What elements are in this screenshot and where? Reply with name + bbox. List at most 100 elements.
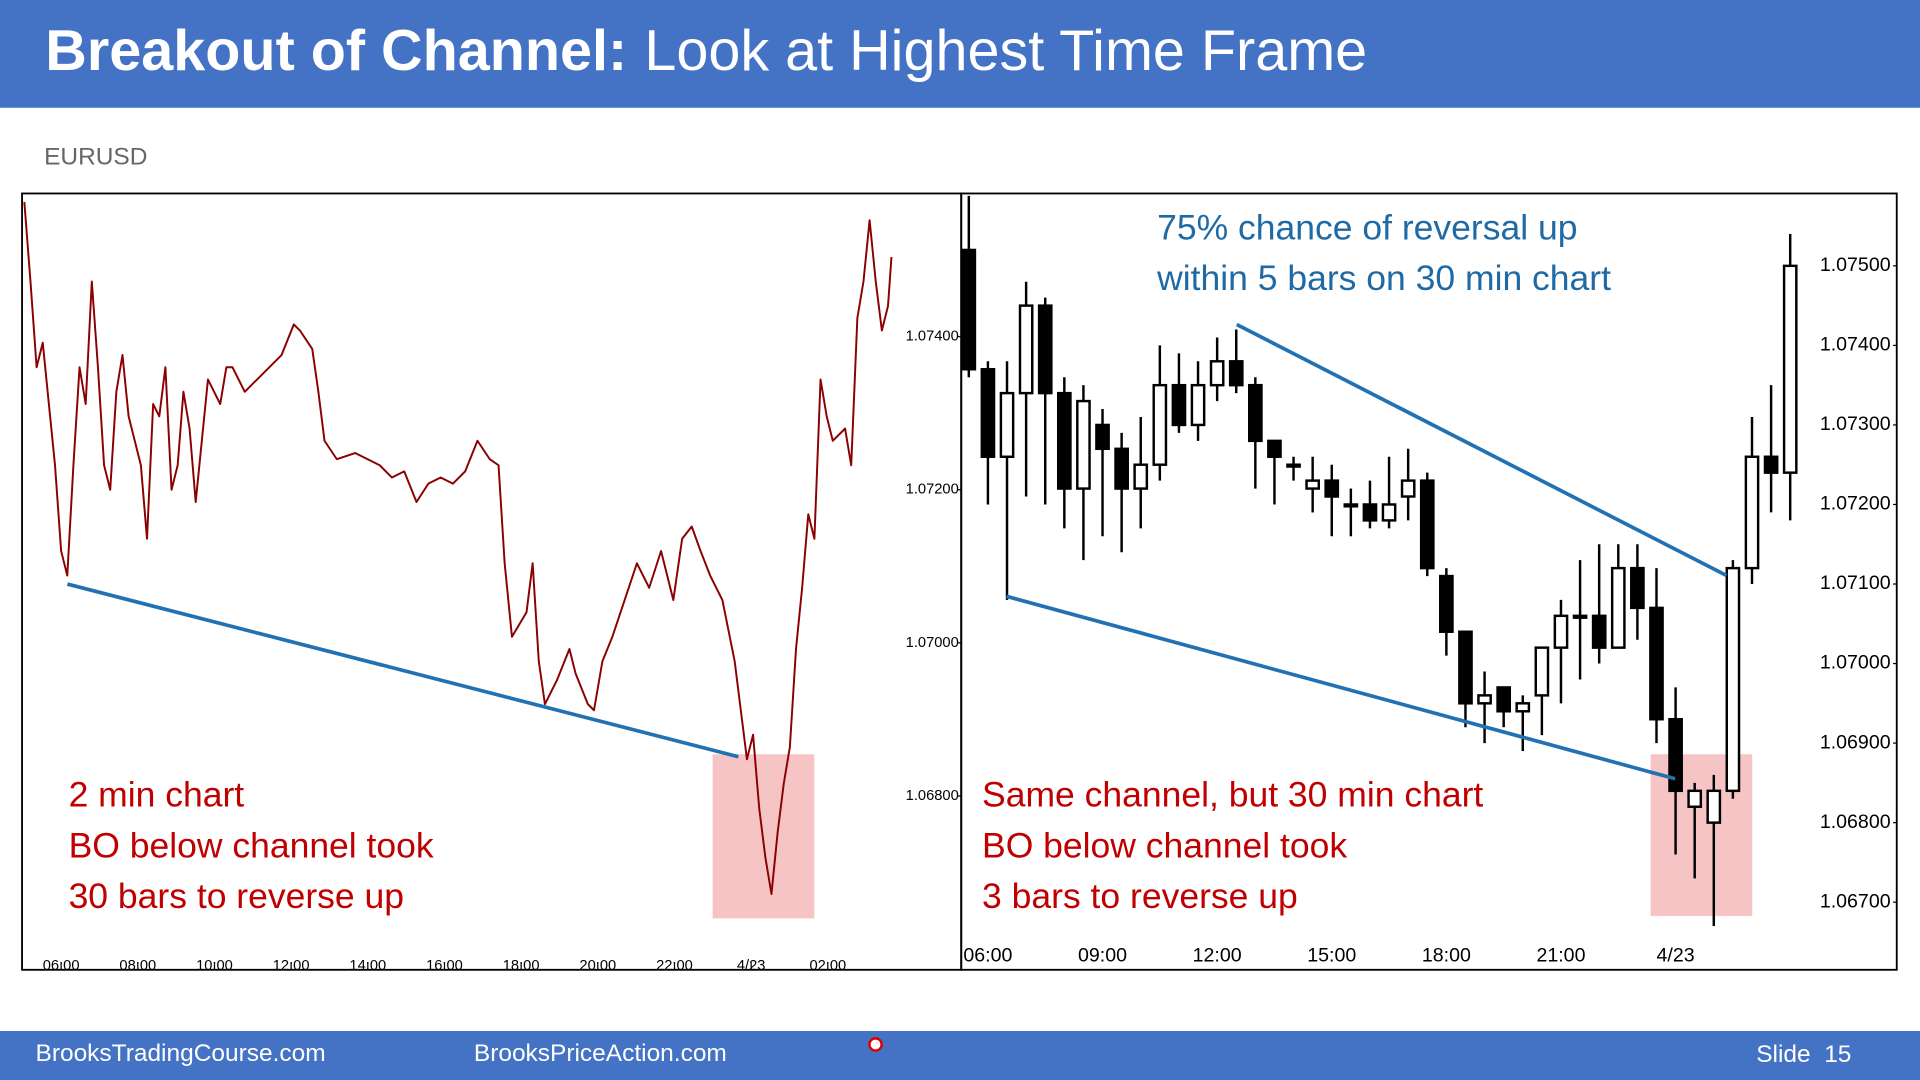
x-tick-label: 14:00 <box>349 958 386 974</box>
x-tick-label: 21:00 <box>1536 944 1585 966</box>
candle-body <box>1056 391 1072 490</box>
x-tick-label: 12:00 <box>1193 944 1242 966</box>
x-tick-label: 08:00 <box>119 958 156 974</box>
candle-body <box>1190 383 1206 427</box>
candle-body <box>980 368 996 458</box>
price-line <box>23 201 893 895</box>
candle-body <box>1152 383 1168 466</box>
candle-body <box>1725 566 1741 793</box>
candle-body <box>1439 574 1454 633</box>
candle-body <box>1209 360 1225 387</box>
candle-body <box>1782 264 1798 474</box>
y-tick-label: 1.07200 <box>1820 493 1891 515</box>
candle-body <box>1744 455 1760 570</box>
x-tick-label: 06:00 <box>43 958 80 974</box>
candle-body <box>1037 304 1053 395</box>
candle-body <box>1095 423 1110 451</box>
annotation: 2 min chart <box>69 775 245 815</box>
title-rest: Look at Highest Time Frame <box>644 19 1367 83</box>
candle-body <box>1610 566 1626 649</box>
y-tick-label: 1.07000 <box>1820 652 1891 674</box>
candle-body <box>1649 606 1664 721</box>
candle-body <box>1171 383 1187 427</box>
candle-body <box>1534 646 1550 697</box>
candle-body <box>1076 399 1091 490</box>
annotation: 30 bars to reverse up <box>69 876 404 916</box>
x-tick-label: 22:00 <box>656 958 693 974</box>
candle-body <box>1706 789 1722 824</box>
trendline <box>66 582 739 759</box>
candle-body <box>1668 718 1683 793</box>
candle-body <box>1630 566 1645 610</box>
trendline <box>1235 322 1728 578</box>
x-tick-label: 18:00 <box>1422 944 1471 966</box>
candle-body <box>1133 463 1149 490</box>
annotation: 3 bars to reverse up <box>982 876 1298 916</box>
candle-body <box>1343 503 1359 508</box>
slide-number: Slide 15 <box>1756 1041 1851 1068</box>
chart-frame <box>960 192 1898 971</box>
candle-body <box>1018 304 1034 395</box>
candle-body <box>1267 439 1282 458</box>
candle-body <box>1687 789 1703 808</box>
candle-body <box>1591 614 1607 649</box>
candle-body <box>1381 503 1397 522</box>
candle-body <box>1553 614 1569 649</box>
y-tick-label: 1.07100 <box>1820 572 1891 594</box>
y-tick-label: 1.07500 <box>1820 254 1891 276</box>
cursor-dot <box>868 1037 883 1052</box>
x-tick-label: 10:00 <box>196 958 233 974</box>
x-tick-label: 16:00 <box>426 958 463 974</box>
y-tick-label: 1.07200 <box>906 482 959 498</box>
x-tick-label: 02:00 <box>809 958 846 974</box>
candle-body <box>1305 479 1320 490</box>
x-tick-label: 4/23 <box>1657 944 1695 966</box>
footer-link: BrooksTradingCourse.com <box>36 1040 326 1067</box>
candle-body <box>1286 463 1301 468</box>
candle-body <box>1515 702 1531 713</box>
annotation: Same channel, but 30 min chart <box>982 775 1483 815</box>
candle-body <box>1400 479 1416 498</box>
x-tick-label: 06:00 <box>963 944 1012 966</box>
y-tick-label: 1.07400 <box>906 329 959 345</box>
y-tick-label: 1.06700 <box>1820 890 1891 912</box>
candle-body <box>1477 694 1492 705</box>
candle-body <box>1496 686 1512 713</box>
y-tick-label: 1.07400 <box>1820 334 1891 356</box>
footer-link: BrooksPriceAction.com <box>474 1040 727 1067</box>
title-bold: Breakout of Channel: <box>45 19 627 83</box>
slide-title: Breakout of Channel: Look at Highest Time… <box>45 19 1367 83</box>
candle-body <box>1458 630 1473 705</box>
x-tick-label: 09:00 <box>1078 944 1127 966</box>
y-tick-label: 1.06800 <box>1820 811 1891 833</box>
candle-body <box>1763 455 1779 474</box>
candle-body <box>1324 479 1340 498</box>
footer-bar <box>0 1031 1920 1080</box>
x-tick-label: 20:00 <box>579 958 616 974</box>
candle-body <box>1572 614 1588 619</box>
header-bar <box>0 0 1920 108</box>
note: within 5 bars on 30 min chart <box>1156 258 1611 298</box>
x-tick-label: 18:00 <box>503 958 540 974</box>
y-tick-label: 1.07000 <box>906 635 959 651</box>
y-tick-label: 1.06900 <box>1820 731 1891 753</box>
candle-body <box>1362 503 1378 522</box>
candle-body <box>1228 360 1244 387</box>
candle-body <box>999 391 1015 458</box>
candle-body <box>1419 479 1435 570</box>
x-tick-label: 12:00 <box>273 958 310 974</box>
candle-body <box>961 248 977 371</box>
symbol: EURUSD <box>44 143 147 170</box>
trendline <box>1006 594 1676 781</box>
annotation: BO below channel took <box>982 825 1347 865</box>
x-tick-label: 15:00 <box>1307 944 1356 966</box>
annotation: BO below channel took <box>69 825 434 865</box>
candle-body <box>1248 383 1263 443</box>
y-tick-label: 1.06800 <box>906 788 959 804</box>
candle-body <box>1114 447 1129 490</box>
y-tick-label: 1.07300 <box>1820 413 1891 435</box>
note: 75% chance of reversal up <box>1157 208 1577 248</box>
x-tick-label: 4/23 <box>737 958 766 974</box>
